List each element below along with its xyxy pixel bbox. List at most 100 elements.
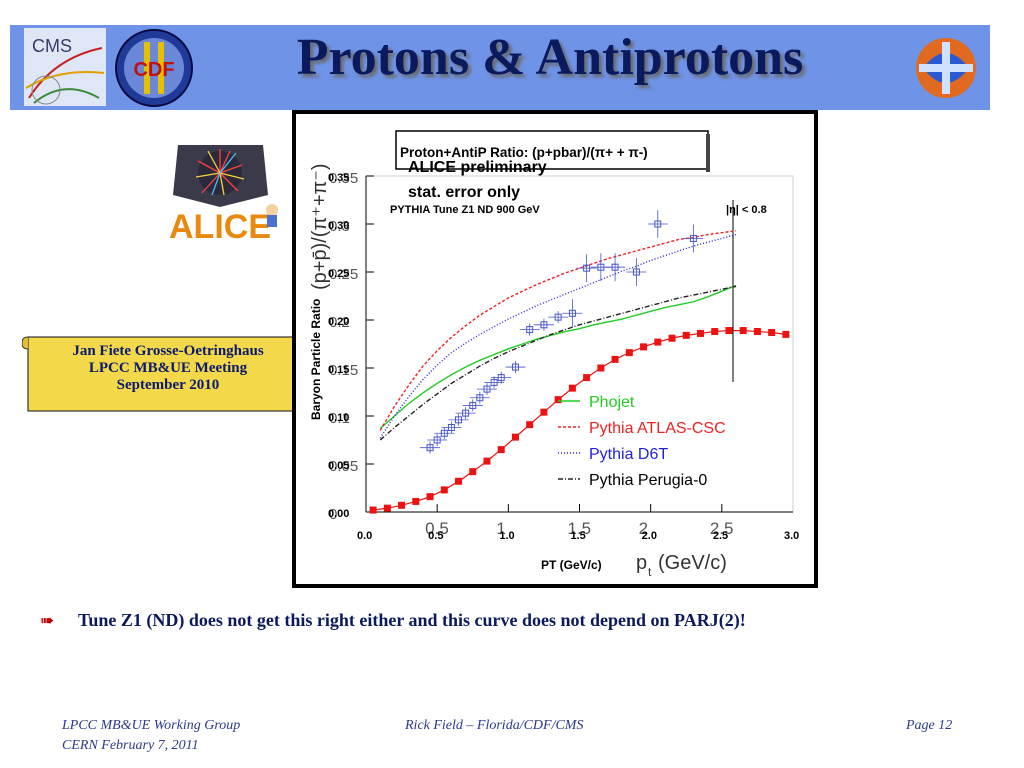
z1-tune-point [696,329,704,337]
x-tick-label: 1.0 [499,530,514,542]
plot-area [365,175,794,513]
phojet-curve [379,284,737,430]
y-tick-label: 0.10 [328,412,349,424]
x-tick-label: 1.5 [571,530,586,542]
y-tick-label-original: 0.25 [329,266,358,283]
footer-author: Rick Field – Florida/CDF/CMS [405,718,584,733]
pythia-atlas-csc-curve [379,230,737,431]
chart-frame [292,110,818,588]
svg-text:CMS: CMS [32,36,72,56]
y-tick-label: 0.05 [328,460,349,472]
x-tick-label-original: 1.5 [568,519,592,538]
legend-label: Phojet [589,394,635,411]
z1-tune-point [469,468,477,476]
x-tick-label-original: 2.5 [710,519,734,538]
alice-data-point [497,374,505,382]
x-tick-label: 0.5 [428,530,443,542]
alice-data-point [433,436,441,444]
z1-tune-point [497,446,505,454]
pythia-perugia-0-curve [379,285,737,441]
alice-data-point [554,313,562,321]
alice-data-point [632,268,640,276]
y-axis-label-original: (p+p̄)/(π⁺+π⁻) [309,163,331,290]
x-tick-label: 3.0 [784,530,799,542]
x-axis-label: PT (GeV/c) [541,558,602,572]
florida-logo [905,28,987,108]
z1-tune-point [711,328,719,336]
y-tick-label-original: 0.35 [329,170,358,187]
z1-tune-point [383,504,391,512]
z1-tune-point [583,374,591,382]
z1-tune-point [440,486,448,494]
alice-data-point [462,409,470,417]
chart-header-box [395,130,709,170]
alice-data-point [469,401,477,409]
x-tick-label: 0.0 [357,530,372,542]
x-axis-label-original-sub: t [648,565,652,579]
alice-data-point [455,416,463,424]
z1-tune-point [526,421,534,429]
cdf-logo: CDF [112,28,196,108]
z1-tune-point [568,384,576,392]
z1-tune-point [611,355,619,363]
speaker-name: Jan Fiete Grosse-Oetringhaus [72,343,264,359]
y-tick-label: 0.15 [328,364,349,376]
footer-page: Page 12 [906,718,953,733]
alice-data-point [526,326,534,334]
y-axis-label: Baryon Particle Ratio [309,299,323,420]
chart-header-text: Proton+AntiP Ratio: (p+pbar)/(π+ + π-) [400,145,648,160]
speaker-meeting: LPCC MB&UE Meeting [88,360,248,376]
alice-data-point [490,378,498,386]
tune-label: PYTHIA Tune Z1 ND 900 GeV [390,204,540,216]
z1-tune-point [654,338,662,346]
z1-tune-point [426,493,434,501]
legend-label: Pythia Perugia-0 [589,472,707,489]
svg-text:CDF: CDF [133,59,174,81]
alice-data-point [440,429,448,437]
z1-tune-point [739,327,747,335]
z1-tune-point [640,343,648,351]
chart-header-shadow [706,134,710,172]
eta-label: |η| < 0.8 [726,204,767,216]
y-tick-label: 0.00 [328,508,349,520]
z1-tune-point [511,433,519,441]
bullet-text: Tune Z1 (ND) does not get this right eit… [78,610,746,630]
alice-data-point [597,263,605,271]
alice-data-point [583,264,591,272]
z1-tune-point [369,506,377,514]
z1-tune-point [398,501,406,509]
y-tick-label: 0.35 [328,172,349,184]
z1-tune-point [412,497,420,505]
z1-tune-point [668,334,676,342]
z1-tune-point [597,364,605,372]
y-tick-label-original: 0.2 [329,314,350,331]
x-tick-label-original: 0.5 [425,519,449,538]
alice-logo: ALICE [158,135,283,246]
footer-group: LPCC MB&UE Working Group [62,718,241,733]
cms-logo: CMS [24,28,106,106]
x-tick-label-original: 2 [639,519,648,538]
y-tick-label-original: 0 [329,506,337,523]
y-tick-label: 0.25 [328,268,349,280]
svg-text:ALICE: ALICE [169,208,271,245]
legend-label: Pythia D6T [589,446,668,463]
z1-tune-point [682,331,690,339]
slide-title: Protons & Antiprotons [296,29,804,86]
z1-tune-point [782,330,790,338]
z1-tune-point [554,396,562,404]
z1-tune-point [483,457,491,465]
x-axis-label-original-unit: (GeV/c) [658,552,727,574]
x-tick-label: 2.5 [713,530,728,542]
arrow-bullet-icon: ➠ [40,611,55,630]
alice-data-point [689,234,697,242]
z1-tune-point [455,477,463,485]
z1-tune-point [725,327,733,335]
alice-data-point [540,321,548,329]
y-tick-label-original: 0.15 [329,362,358,379]
alice-data-point [611,263,619,271]
legend-label: Pythia ATLAS-CSC [589,420,726,437]
y-tick-label: 0.30 [328,220,349,232]
x-tick-label-original: 1 [496,519,505,538]
alice-data-point [511,363,519,371]
speaker-credit: Jan Fiete Grosse-Oetringhaus LPCC MB&UE … [32,343,304,394]
